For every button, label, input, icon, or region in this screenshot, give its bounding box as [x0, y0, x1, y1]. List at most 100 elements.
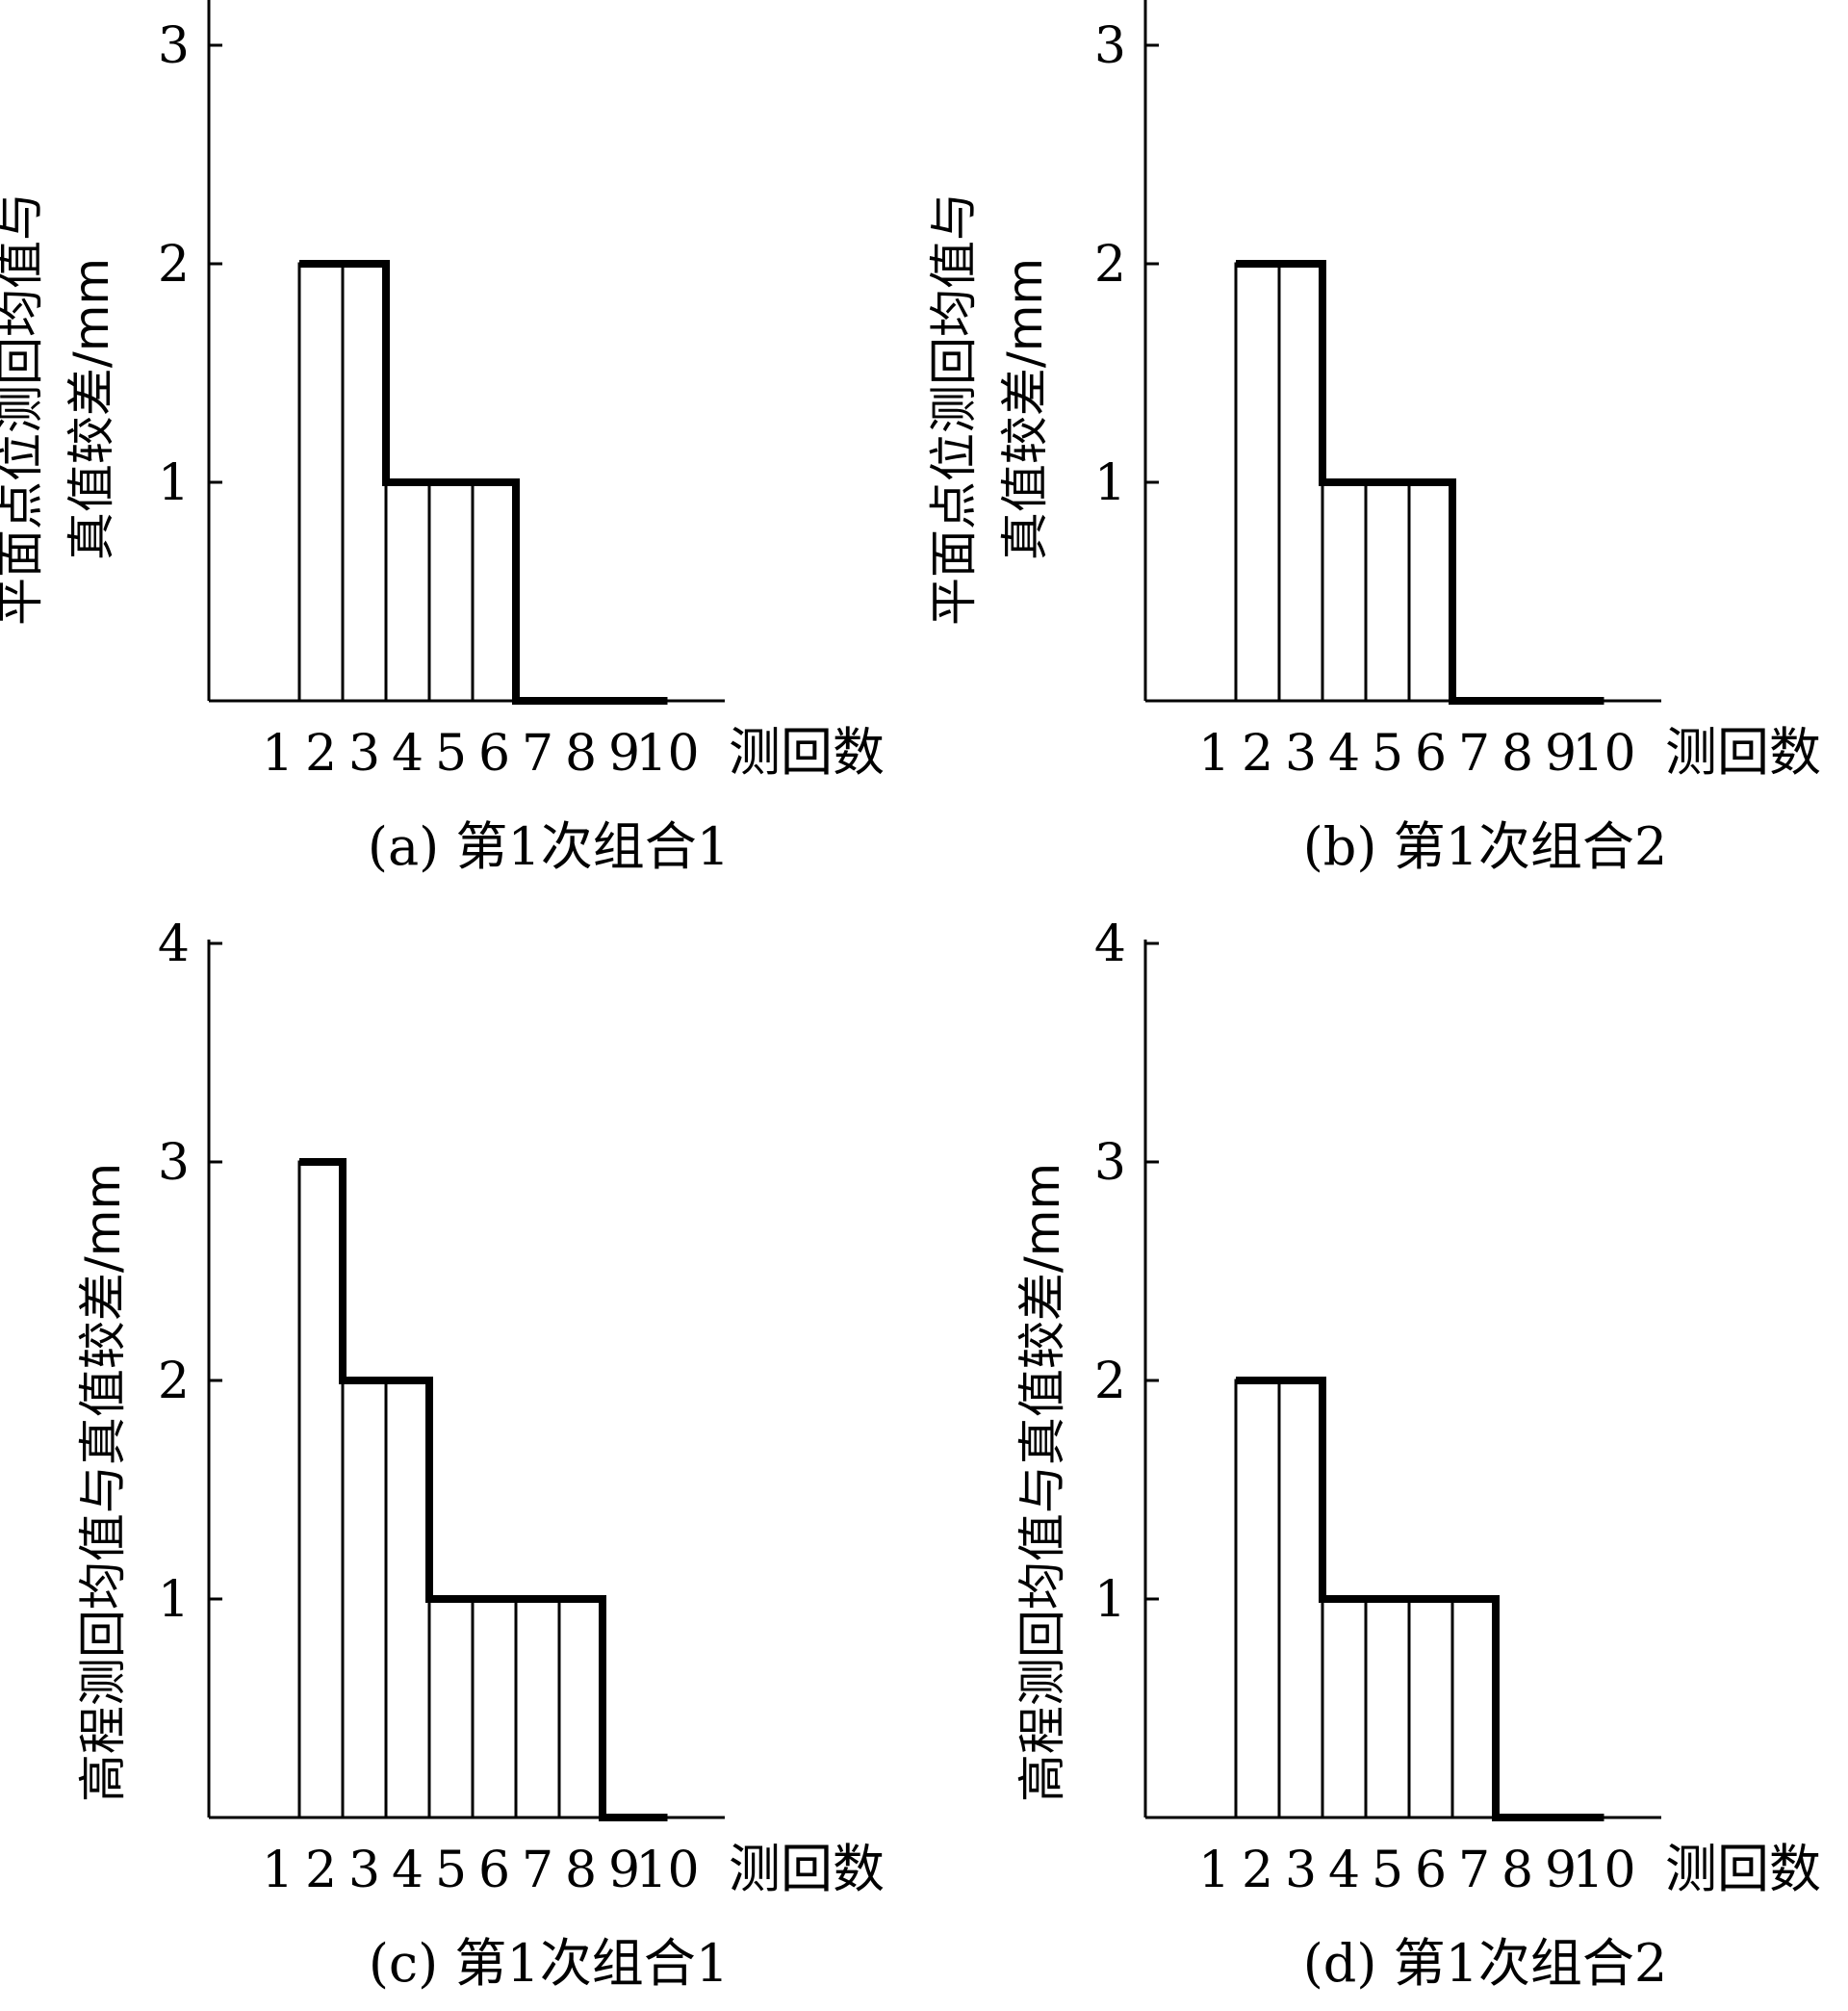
bar-2: [297, 1160, 345, 1819]
x-tick-label: 2: [1242, 1842, 1273, 1899]
x-tick-label: 7: [1458, 725, 1490, 783]
y-tick-label: 2: [158, 1353, 190, 1410]
x-tick-label: 8: [565, 1842, 597, 1899]
y-axis-label: 真值较差/mm: [997, 258, 1053, 560]
x-tick-label: 1: [1198, 725, 1230, 783]
x-tick-label: 5: [435, 1842, 467, 1899]
y-tick-label: 3: [1094, 17, 1126, 75]
x-axis-label: 测回数: [729, 722, 885, 783]
panel-caption: (b) 第1次组合2: [1303, 816, 1668, 877]
bar-4: [384, 480, 431, 703]
x-tick-label: 8: [565, 725, 597, 783]
x-tick-label: 2: [305, 725, 337, 783]
y-tick-label: 3: [158, 17, 190, 75]
bar-2: [297, 262, 345, 703]
y-axis-label: 真值较差/mm: [64, 258, 119, 560]
x-axis-label: 测回数: [1665, 1839, 1821, 1899]
x-tick-label: 8: [1502, 1842, 1533, 1899]
x-tick-label: 9: [608, 725, 640, 783]
x-tick-label: 1: [262, 1842, 294, 1899]
x-tick-label: 4: [1328, 1842, 1360, 1899]
x-tick-label: 3: [1285, 725, 1317, 783]
y-tick-label: 2: [158, 236, 190, 294]
x-tick-label: 6: [1415, 1842, 1447, 1899]
y-tick-label: 2: [1094, 1353, 1126, 1410]
x-tick-label: 4: [392, 1842, 424, 1899]
bar-3: [1277, 262, 1324, 703]
x-tick-label: 5: [1372, 1842, 1403, 1899]
x-tick-label: 10: [1572, 725, 1635, 783]
x-tick-label: 1: [1198, 1842, 1230, 1899]
bar-4: [1321, 480, 1368, 703]
x-tick-label: 1: [262, 725, 294, 783]
bar-6: [1407, 480, 1454, 703]
y-axis-label: 平面点位测回均值与: [926, 193, 982, 626]
bar-3: [1277, 1379, 1324, 1819]
bar-4: [1321, 1597, 1368, 1819]
y-axis-label: 高程测回均值与真值较差/mm: [1014, 1163, 1070, 1802]
x-tick-label: 9: [1545, 725, 1577, 783]
x-tick-label: 9: [608, 1842, 640, 1899]
x-tick-label: 10: [635, 1842, 699, 1899]
y-tick-label: 1: [158, 1571, 190, 1629]
x-tick-label: 10: [1572, 1842, 1635, 1899]
x-tick-label: 5: [435, 725, 467, 783]
x-tick-label: 3: [1285, 1842, 1317, 1899]
x-tick-label: 2: [1242, 725, 1273, 783]
y-tick-label: 4: [1094, 915, 1126, 973]
x-tick-label: 3: [348, 1842, 380, 1899]
panel-caption: (c) 第1次组合1: [369, 1933, 729, 1994]
x-tick-label: 2: [305, 1842, 337, 1899]
y-tick-label: 3: [158, 1134, 190, 1192]
y-tick-label: 4: [158, 915, 190, 973]
bar-6: [471, 480, 518, 703]
bar-5: [427, 1597, 475, 1819]
x-tick-label: 9: [1545, 1842, 1577, 1899]
y-axis-label: 高程测回均值与真值较差/mm: [75, 1163, 131, 1802]
bar-3: [341, 1379, 388, 1819]
x-tick-label: 5: [1372, 725, 1403, 783]
bar-4: [384, 1379, 431, 1819]
bar-5: [427, 480, 475, 703]
y-axis-label: 平面点位测回均值与: [0, 193, 48, 626]
bar-7: [514, 1597, 561, 1819]
trend-line: [1236, 260, 1604, 705]
y-tick-label: 1: [1094, 1571, 1126, 1629]
bar-5: [1364, 1597, 1411, 1819]
bar-7: [1450, 1597, 1498, 1819]
x-tick-label: 7: [522, 1842, 553, 1899]
x-tick-label: 7: [1458, 1842, 1490, 1899]
bar-2: [1234, 1379, 1281, 1819]
x-axis-label: 测回数: [729, 1839, 885, 1899]
x-tick-label: 3: [348, 725, 380, 783]
y-tick-label: 3: [1094, 1134, 1126, 1192]
trend-line: [299, 1158, 668, 1821]
trend-line: [1236, 1377, 1604, 1821]
bar-8: [557, 1597, 604, 1819]
x-tick-label: 4: [392, 725, 424, 783]
bar-3: [341, 262, 388, 703]
y-tick-label: 1: [158, 454, 190, 512]
trend-line: [299, 260, 668, 705]
x-tick-label: 7: [522, 725, 553, 783]
x-tick-label: 4: [1328, 725, 1360, 783]
bar-5: [1364, 480, 1411, 703]
bar-2: [1234, 262, 1281, 703]
x-tick-label: 6: [478, 725, 510, 783]
x-tick-label: 6: [478, 1842, 510, 1899]
panel-caption: (d) 第1次组合2: [1303, 1933, 1668, 1994]
x-tick-label: 8: [1502, 725, 1533, 783]
x-tick-label: 10: [635, 725, 699, 783]
x-axis-label: 测回数: [1665, 722, 1821, 783]
bar-6: [1407, 1597, 1454, 1819]
y-tick-label: 1: [1094, 454, 1126, 512]
x-tick-label: 6: [1415, 725, 1447, 783]
panel-caption: (a) 第1次组合1: [368, 816, 730, 877]
y-tick-label: 2: [1094, 236, 1126, 294]
bar-6: [471, 1597, 518, 1819]
